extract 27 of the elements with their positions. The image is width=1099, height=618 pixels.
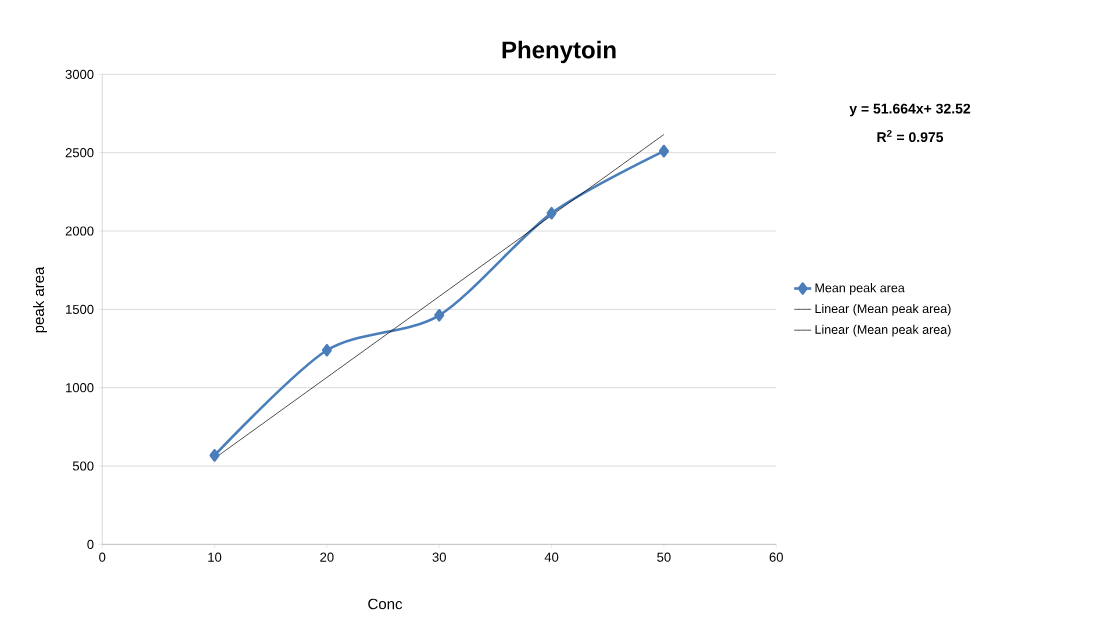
legend-label: Linear (Mean peak area) — [815, 324, 951, 337]
y-tick-label: 2500 — [65, 148, 94, 158]
legend-label: Mean peak area — [815, 283, 905, 295]
x-axis-title: Conc — [368, 598, 403, 610]
text: R$^{2}$ = 0.975 — [877, 129, 944, 143]
point — [209, 449, 220, 462]
text: y = 51.664x+ 32.52 — [849, 103, 971, 117]
point — [434, 309, 445, 322]
point — [321, 343, 332, 357]
x-tick-label: 0 — [99, 552, 106, 562]
x-tick-label: 20 — [320, 552, 334, 562]
x-tick-label: 10 — [208, 552, 222, 562]
y-tick-label: 1500 — [66, 304, 94, 314]
y-tick-label: 2000 — [65, 226, 94, 236]
y-tick-label: 1000 — [66, 383, 94, 393]
point — [658, 144, 669, 158]
x-tick-label: 40 — [544, 552, 559, 562]
x-tick-label: 60 — [769, 552, 783, 562]
y-tick-label: 500 — [72, 461, 94, 471]
legend-label: Linear (Mean peak area) — [815, 303, 951, 316]
y-axis-title: peak area — [33, 266, 47, 333]
x-tick-label: 50 — [657, 552, 671, 562]
y-tick-label: 3000 — [65, 69, 94, 79]
x-tick-label: 30 — [432, 552, 446, 562]
y-tick-label: 0 — [87, 539, 94, 549]
chart-title: Phenytoin — [502, 40, 616, 64]
point — [546, 206, 557, 220]
